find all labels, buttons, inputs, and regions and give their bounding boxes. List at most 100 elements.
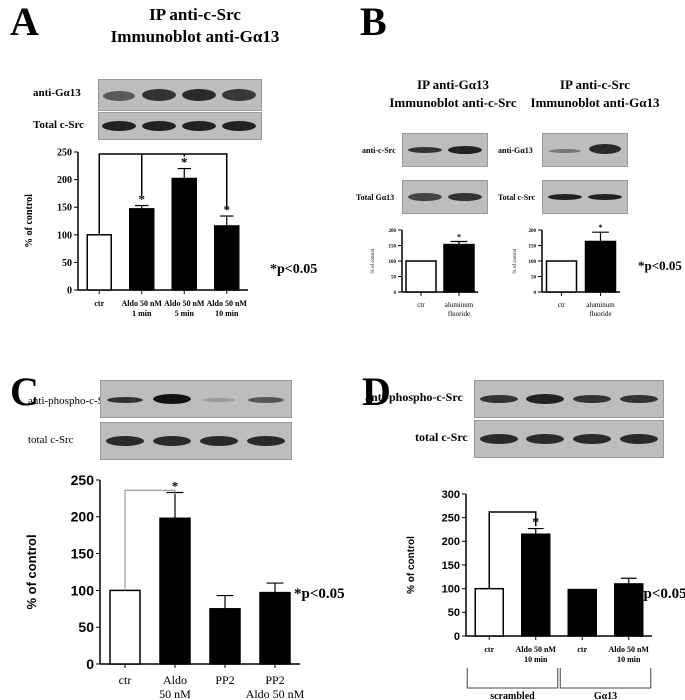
panel-b-left-blot-1-bands <box>408 146 482 154</box>
panel-b-left-blot-2 <box>402 180 488 214</box>
panel-b-left-bar <box>405 260 437 293</box>
panel-c-y-tick-label: 100 <box>71 582 95 598</box>
panel-d-y-tick-label: 300 <box>442 489 460 501</box>
panel-a-significance-star: * <box>181 155 188 170</box>
panel-c-bar <box>109 589 141 665</box>
panel-b-right-bar <box>545 260 578 293</box>
panel-a-blot-label-1: anti-Gα13 <box>33 87 81 99</box>
panel-d-comparison-bracket <box>488 511 537 589</box>
panel-d-category-label: ctr <box>577 645 587 654</box>
panel-a-blot-2 <box>98 112 262 140</box>
panel-b-right-significance-star: * <box>599 223 603 232</box>
panel-a-y-tick-label: 150 <box>57 203 72 214</box>
panel-a-bar <box>171 177 197 291</box>
panel-b-right-blot-label-1: anti-Gα13 <box>498 146 533 155</box>
panel-c-blot-label-1: anti-phospho-c-Src <box>28 395 113 407</box>
panel-a-category-label: Aldo 50 nM <box>207 299 248 308</box>
panel-a-blot-2-bands <box>102 121 256 131</box>
panel-b-right-y-axis-label: % of control <box>513 248 518 274</box>
panel-b-left-y-tick-label: 50 <box>391 275 397 280</box>
panel-d-y-tick-label: 0 <box>454 631 460 643</box>
panel-b-right-blot-1 <box>542 133 628 167</box>
panel-b-right-bar <box>584 240 617 293</box>
panel-b-significance: *p<0.05 <box>638 258 682 273</box>
panel-b-right-y-tick-label: 200 <box>529 229 537 234</box>
panel-b-right-y-tick-label: 100 <box>529 260 537 265</box>
panel-a-y-tick-label: 200 <box>57 175 72 186</box>
panel-c-significance-star: * <box>172 479 179 494</box>
panel-c-category-label: PP2 <box>215 673 234 687</box>
panel-d-blot-1 <box>474 380 664 418</box>
panel-d-blot-2 <box>474 420 664 458</box>
panel-c-bar <box>259 591 291 665</box>
panel-a-category-label: 1 min <box>132 309 152 318</box>
panel-d-group-bracket <box>559 668 652 689</box>
panel-a-significance: *p<0.05 <box>270 262 318 277</box>
panel-b-right-title-line-2: Immunoblot anti-Gα13 <box>530 95 660 110</box>
panel-b-left-category-label: aluminum <box>445 301 474 309</box>
panel-a-y-tick-label: 50 <box>62 258 72 269</box>
panel-d-category-label: Aldo 50 nM <box>609 645 650 654</box>
panel-a-y-tick-label: 100 <box>57 230 72 241</box>
panel-a-y-tick-label: 250 <box>57 148 72 159</box>
panel-b-left-blot-label-1: anti-c-Src <box>362 146 396 155</box>
panel-b-right-category-label: aluminum <box>586 301 615 309</box>
panel-c-y-tick-label: 150 <box>71 546 95 562</box>
panel-d-group-label: scrambled <box>490 691 535 700</box>
panel-b-left-title-line-2: Immunoblot anti-c-Src <box>389 95 517 110</box>
panel-b-right-blot-1-bands <box>549 144 621 154</box>
panel-a-bar <box>129 208 155 291</box>
panel-b-left-y-axis-label: % of control <box>371 248 376 274</box>
panel-d-y-axis-label: % of control <box>406 536 417 594</box>
panel-d-category-label: 10 min <box>524 655 548 664</box>
panel-b-left-category-label: ctr <box>417 301 425 309</box>
panel-b-left-blot-label-2: Total Gα13 <box>356 193 395 202</box>
panel-b-right-y-tick-label: 150 <box>529 244 537 249</box>
panel-b-right-blot-2 <box>542 180 628 214</box>
panel-a-blot-1 <box>98 79 262 111</box>
panel-d-blot-2-bands <box>480 434 658 444</box>
panel-c-category-label: PP2 <box>265 673 284 687</box>
panel-d-blot-label-1: anti-phospho-c-Src <box>365 390 463 404</box>
panel-d-group-bracket <box>466 668 559 689</box>
panel-a-blot-1-bands <box>103 89 256 101</box>
panel-b-right-bar-chart: 0 50 100 150 200 % of control ctr * aluminumfluo… <box>513 223 620 318</box>
panel-a-significance-star: * <box>139 192 146 207</box>
panel-c-bar <box>209 608 241 665</box>
panel-letter-c: C <box>10 369 39 414</box>
panel-b-left-category-label: fluoride <box>448 310 470 318</box>
panel-a-category-label: 10 min <box>215 309 239 318</box>
panel-b-left-bar <box>443 243 475 293</box>
panel-d-bar <box>521 533 551 637</box>
panel-c-y-axis-label: % of control <box>24 534 39 609</box>
panel-d-significance: *p<0.05 <box>636 586 685 602</box>
panel-c-blot-label-2: total c-Src <box>28 434 74 446</box>
panel-d-bar <box>614 583 644 637</box>
panel-c-blot-1 <box>100 380 292 418</box>
panel-c-y-tick-label: 200 <box>71 509 95 525</box>
panel-a-comparison-bracket <box>98 153 228 235</box>
panel-letter-b: B <box>360 0 387 44</box>
panel-b-left-y-tick-label: 200 <box>389 229 397 234</box>
panel-a-title-line-2: Immunoblot anti-Gα13 <box>110 27 280 46</box>
panel-c-comparison-bracket <box>124 489 176 591</box>
panel-c-blot-2 <box>100 422 292 460</box>
panel-b-left-y-tick-label: 100 <box>389 260 397 265</box>
panel-d-y-tick-label: 200 <box>442 536 460 548</box>
panel-letter-d: D <box>362 369 391 414</box>
panel-b-left-y-tick-label: 150 <box>389 244 397 249</box>
panel-a-blot-label-2: Total c-Src <box>33 119 85 131</box>
panel-b-right-y-tick-label: 50 <box>531 275 537 280</box>
panel-d-y-tick-label: 150 <box>442 560 460 572</box>
panel-d-group-label: Gα13 <box>594 691 617 700</box>
panel-b-left-bar-chart: 0 50 100 150 200 % of control ctr * aluminumfluo… <box>371 229 478 318</box>
panel-a-title-line-1: IP anti-c-Src <box>149 5 241 24</box>
panel-d-y-tick-label: 50 <box>448 607 460 619</box>
panel-c-blot-2-bands <box>106 436 285 446</box>
panel-c-category-label: ctr <box>119 673 132 687</box>
panel-c-y-tick-label: 50 <box>78 619 94 635</box>
panel-b-left-blot-1 <box>402 133 488 167</box>
panel-c-y-tick-label: 250 <box>71 472 95 488</box>
